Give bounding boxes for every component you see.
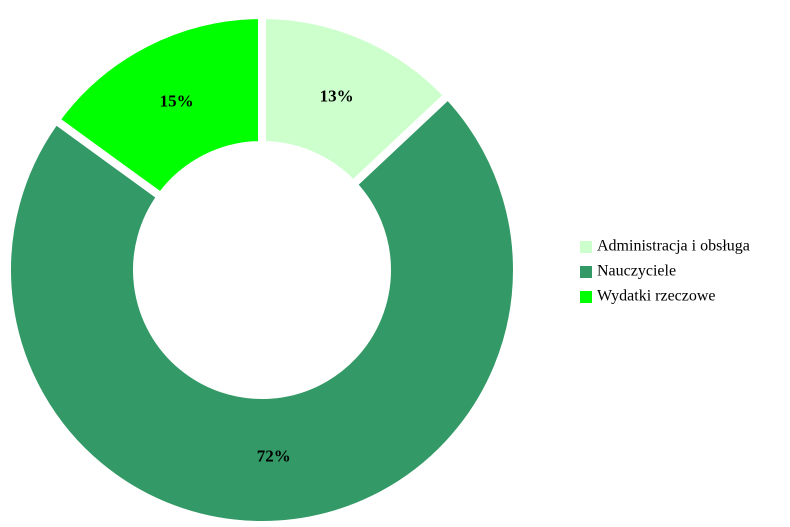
legend-label: Administracja i obsługa [597, 238, 750, 255]
legend-label: Wydatki rzeczowe [597, 288, 716, 305]
data-label: 15% [160, 91, 194, 110]
legend-label: Nauczyciele [597, 263, 676, 280]
donut-slice [50, 10, 266, 203]
donut-slice [258, 10, 454, 191]
legend-swatch [580, 291, 592, 303]
data-label: 72% [257, 447, 291, 466]
data-label: 13% [320, 86, 354, 105]
legend-swatch [580, 241, 592, 253]
donut-slice [3, 89, 521, 527]
legend-swatch [580, 266, 592, 278]
